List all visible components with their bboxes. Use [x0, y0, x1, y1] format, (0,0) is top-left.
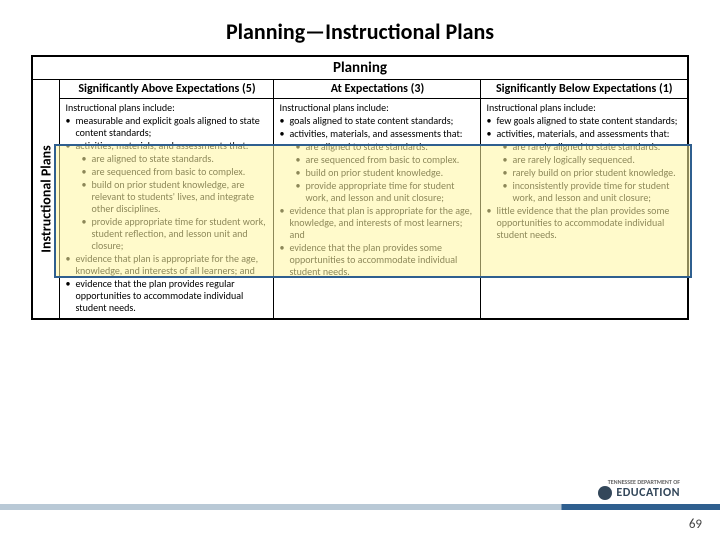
footer-dept-small: TENNESSEE DEPARTMENT OF	[598, 478, 680, 486]
bullet-item: goals aligned to state content standards…	[279, 115, 475, 127]
sub-bullet-item: build on prior student knowledge.	[295, 167, 475, 179]
col-header-at: At Expectations (3)	[274, 80, 481, 99]
row-label-cell: Instructional Plans	[32, 80, 60, 320]
cell-intro: Instructional plans include:	[65, 102, 268, 114]
seal-icon	[598, 486, 612, 500]
cell-intro: Instructional plans include:	[279, 102, 475, 114]
sub-bullet-item: rarely build on prior student knowledge.	[502, 167, 682, 179]
bullet-item: evidence that plan is appropriate for th…	[279, 205, 475, 241]
sub-bullet-item: provide appropriate time for student wor…	[295, 180, 475, 204]
sub-bullet-item: are aligned to state standards.	[295, 141, 475, 153]
footer-bar	[0, 504, 720, 510]
sub-bullet-item: build on prior student knowledge, are re…	[81, 179, 268, 215]
cell-below: Instructional plans include:few goals al…	[481, 99, 688, 320]
bullet-item: activities, materials, and assessments t…	[65, 140, 268, 252]
row-label-text: Instructional Plans	[38, 145, 55, 253]
col-header-below: Significantly Below Expectations (1)	[481, 80, 688, 99]
page-number: 69	[689, 517, 702, 532]
bullet-item: little evidence that the plan provides s…	[486, 205, 682, 241]
rubric-table: Planning Instructional Plans Significant…	[31, 55, 689, 320]
table-header-planning: Planning	[32, 56, 688, 80]
sub-bullet-item: are sequenced from basic to complex.	[295, 154, 475, 166]
sub-bullet-item: are sequenced from basic to complex.	[81, 166, 268, 178]
bullet-item: evidence that the plan provides regular …	[65, 278, 268, 314]
cell-at: Instructional plans include:goals aligne…	[274, 99, 481, 320]
footer-logo: TENNESSEE DEPARTMENT OF EDUCATION	[598, 478, 680, 500]
table-row: Instructional plans include:measurable a…	[32, 99, 688, 320]
col-header-above: Significantly Above Expectations (5)	[60, 80, 274, 99]
sub-bullet-item: are aligned to state standards.	[81, 153, 268, 165]
cell-intro: Instructional plans include:	[486, 102, 682, 114]
footer-dept: EDUCATION	[616, 486, 680, 500]
bullet-item: activities, materials, and assessments t…	[279, 128, 475, 204]
sub-bullet-item: provide appropriate time for student wor…	[81, 216, 268, 252]
bullet-item: measurable and explicit goals aligned to…	[65, 115, 268, 139]
cell-above: Instructional plans include:measurable a…	[60, 99, 274, 320]
bullet-item: few goals aligned to state content stand…	[486, 115, 682, 127]
sub-bullet-item: are rarely logically sequenced.	[502, 154, 682, 166]
sub-bullet-item: are rarely aligned to state standards.	[502, 141, 682, 153]
bullet-item: activities, materials, and assessments t…	[486, 128, 682, 204]
bullet-item: evidence that plan is appropriate for th…	[65, 253, 268, 277]
slide-title: Planning—Instructional Plans	[0, 0, 720, 55]
sub-bullet-item: inconsistently provide time for student …	[502, 180, 682, 204]
bullet-item: evidence that the plan provides some opp…	[279, 242, 475, 278]
